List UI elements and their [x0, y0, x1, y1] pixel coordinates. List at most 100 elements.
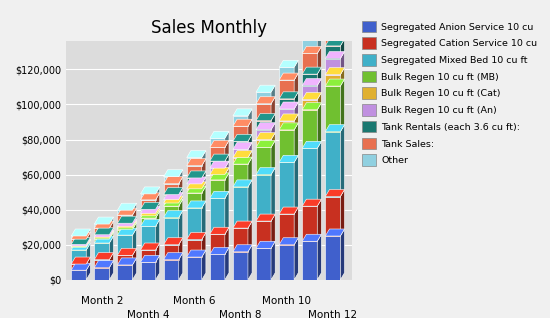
Polygon shape: [202, 250, 206, 280]
Bar: [210, 198, 225, 234]
Bar: [279, 130, 294, 162]
Polygon shape: [133, 221, 136, 230]
Polygon shape: [202, 186, 206, 208]
Polygon shape: [94, 228, 113, 235]
Polygon shape: [86, 257, 90, 270]
Polygon shape: [140, 206, 160, 213]
Polygon shape: [294, 73, 298, 99]
Bar: [94, 228, 109, 235]
Bar: [210, 180, 225, 198]
Polygon shape: [86, 232, 90, 245]
Bar: [302, 74, 317, 86]
Text: Month 12: Month 12: [308, 310, 358, 318]
Polygon shape: [225, 168, 229, 180]
Title: Sales Monthly: Sales Monthly: [151, 19, 267, 37]
Polygon shape: [256, 168, 275, 175]
Bar: [302, 86, 317, 100]
Text: Month 10: Month 10: [262, 296, 311, 306]
Polygon shape: [210, 191, 229, 198]
Polygon shape: [317, 199, 321, 241]
Bar: [163, 245, 179, 260]
Polygon shape: [325, 125, 344, 132]
Bar: [140, 209, 156, 213]
Polygon shape: [186, 159, 206, 166]
Bar: [186, 257, 202, 280]
Polygon shape: [163, 188, 183, 195]
Polygon shape: [179, 196, 183, 206]
Polygon shape: [94, 230, 113, 237]
Polygon shape: [117, 248, 136, 255]
Polygon shape: [302, 234, 321, 241]
Polygon shape: [233, 221, 252, 228]
Bar: [71, 270, 86, 280]
Bar: [94, 243, 109, 260]
Polygon shape: [179, 199, 183, 218]
Polygon shape: [186, 177, 206, 184]
Bar: [302, 241, 317, 280]
Bar: [94, 239, 109, 243]
Bar: [279, 162, 294, 214]
Polygon shape: [271, 133, 275, 148]
Polygon shape: [109, 217, 113, 228]
Bar: [210, 254, 225, 280]
Bar: [302, 206, 317, 241]
Text: Month 6: Month 6: [173, 296, 216, 306]
Bar: [325, 197, 340, 236]
Polygon shape: [86, 240, 90, 250]
Polygon shape: [117, 219, 136, 226]
Polygon shape: [279, 73, 298, 80]
Polygon shape: [279, 60, 298, 67]
Bar: [140, 216, 156, 218]
Polygon shape: [109, 232, 113, 243]
Polygon shape: [86, 240, 90, 247]
Bar: [163, 195, 179, 199]
Bar: [233, 126, 248, 141]
Polygon shape: [156, 202, 159, 213]
Bar: [163, 206, 179, 218]
Polygon shape: [109, 236, 113, 260]
Polygon shape: [156, 206, 159, 216]
Polygon shape: [279, 207, 298, 214]
Polygon shape: [302, 46, 321, 53]
Polygon shape: [256, 85, 275, 92]
Bar: [325, 86, 340, 132]
Bar: [233, 116, 248, 126]
Polygon shape: [94, 260, 113, 267]
Polygon shape: [210, 168, 229, 175]
Polygon shape: [233, 151, 252, 158]
Polygon shape: [179, 188, 183, 199]
Polygon shape: [163, 170, 183, 177]
Bar: [140, 218, 156, 226]
Polygon shape: [233, 245, 252, 252]
Polygon shape: [140, 219, 160, 226]
Bar: [117, 255, 133, 265]
Polygon shape: [163, 192, 183, 199]
Bar: [117, 228, 133, 230]
Polygon shape: [94, 232, 113, 239]
Polygon shape: [279, 102, 298, 109]
Polygon shape: [340, 0, 344, 23]
Text: Month 2: Month 2: [80, 296, 123, 306]
Bar: [256, 221, 271, 248]
Polygon shape: [140, 255, 160, 262]
Polygon shape: [117, 223, 136, 230]
Polygon shape: [279, 123, 298, 130]
Bar: [233, 187, 248, 228]
Polygon shape: [302, 79, 321, 86]
Polygon shape: [248, 134, 252, 149]
Polygon shape: [302, 141, 321, 148]
Polygon shape: [71, 239, 90, 246]
Polygon shape: [202, 177, 206, 189]
Polygon shape: [109, 260, 113, 280]
Bar: [117, 230, 133, 235]
Polygon shape: [163, 253, 183, 260]
Bar: [163, 184, 179, 195]
Polygon shape: [86, 263, 90, 280]
Polygon shape: [210, 141, 229, 148]
Polygon shape: [302, 67, 321, 74]
Polygon shape: [340, 125, 344, 197]
Polygon shape: [233, 134, 252, 141]
Bar: [233, 158, 248, 164]
Polygon shape: [256, 141, 275, 148]
Bar: [186, 193, 202, 208]
